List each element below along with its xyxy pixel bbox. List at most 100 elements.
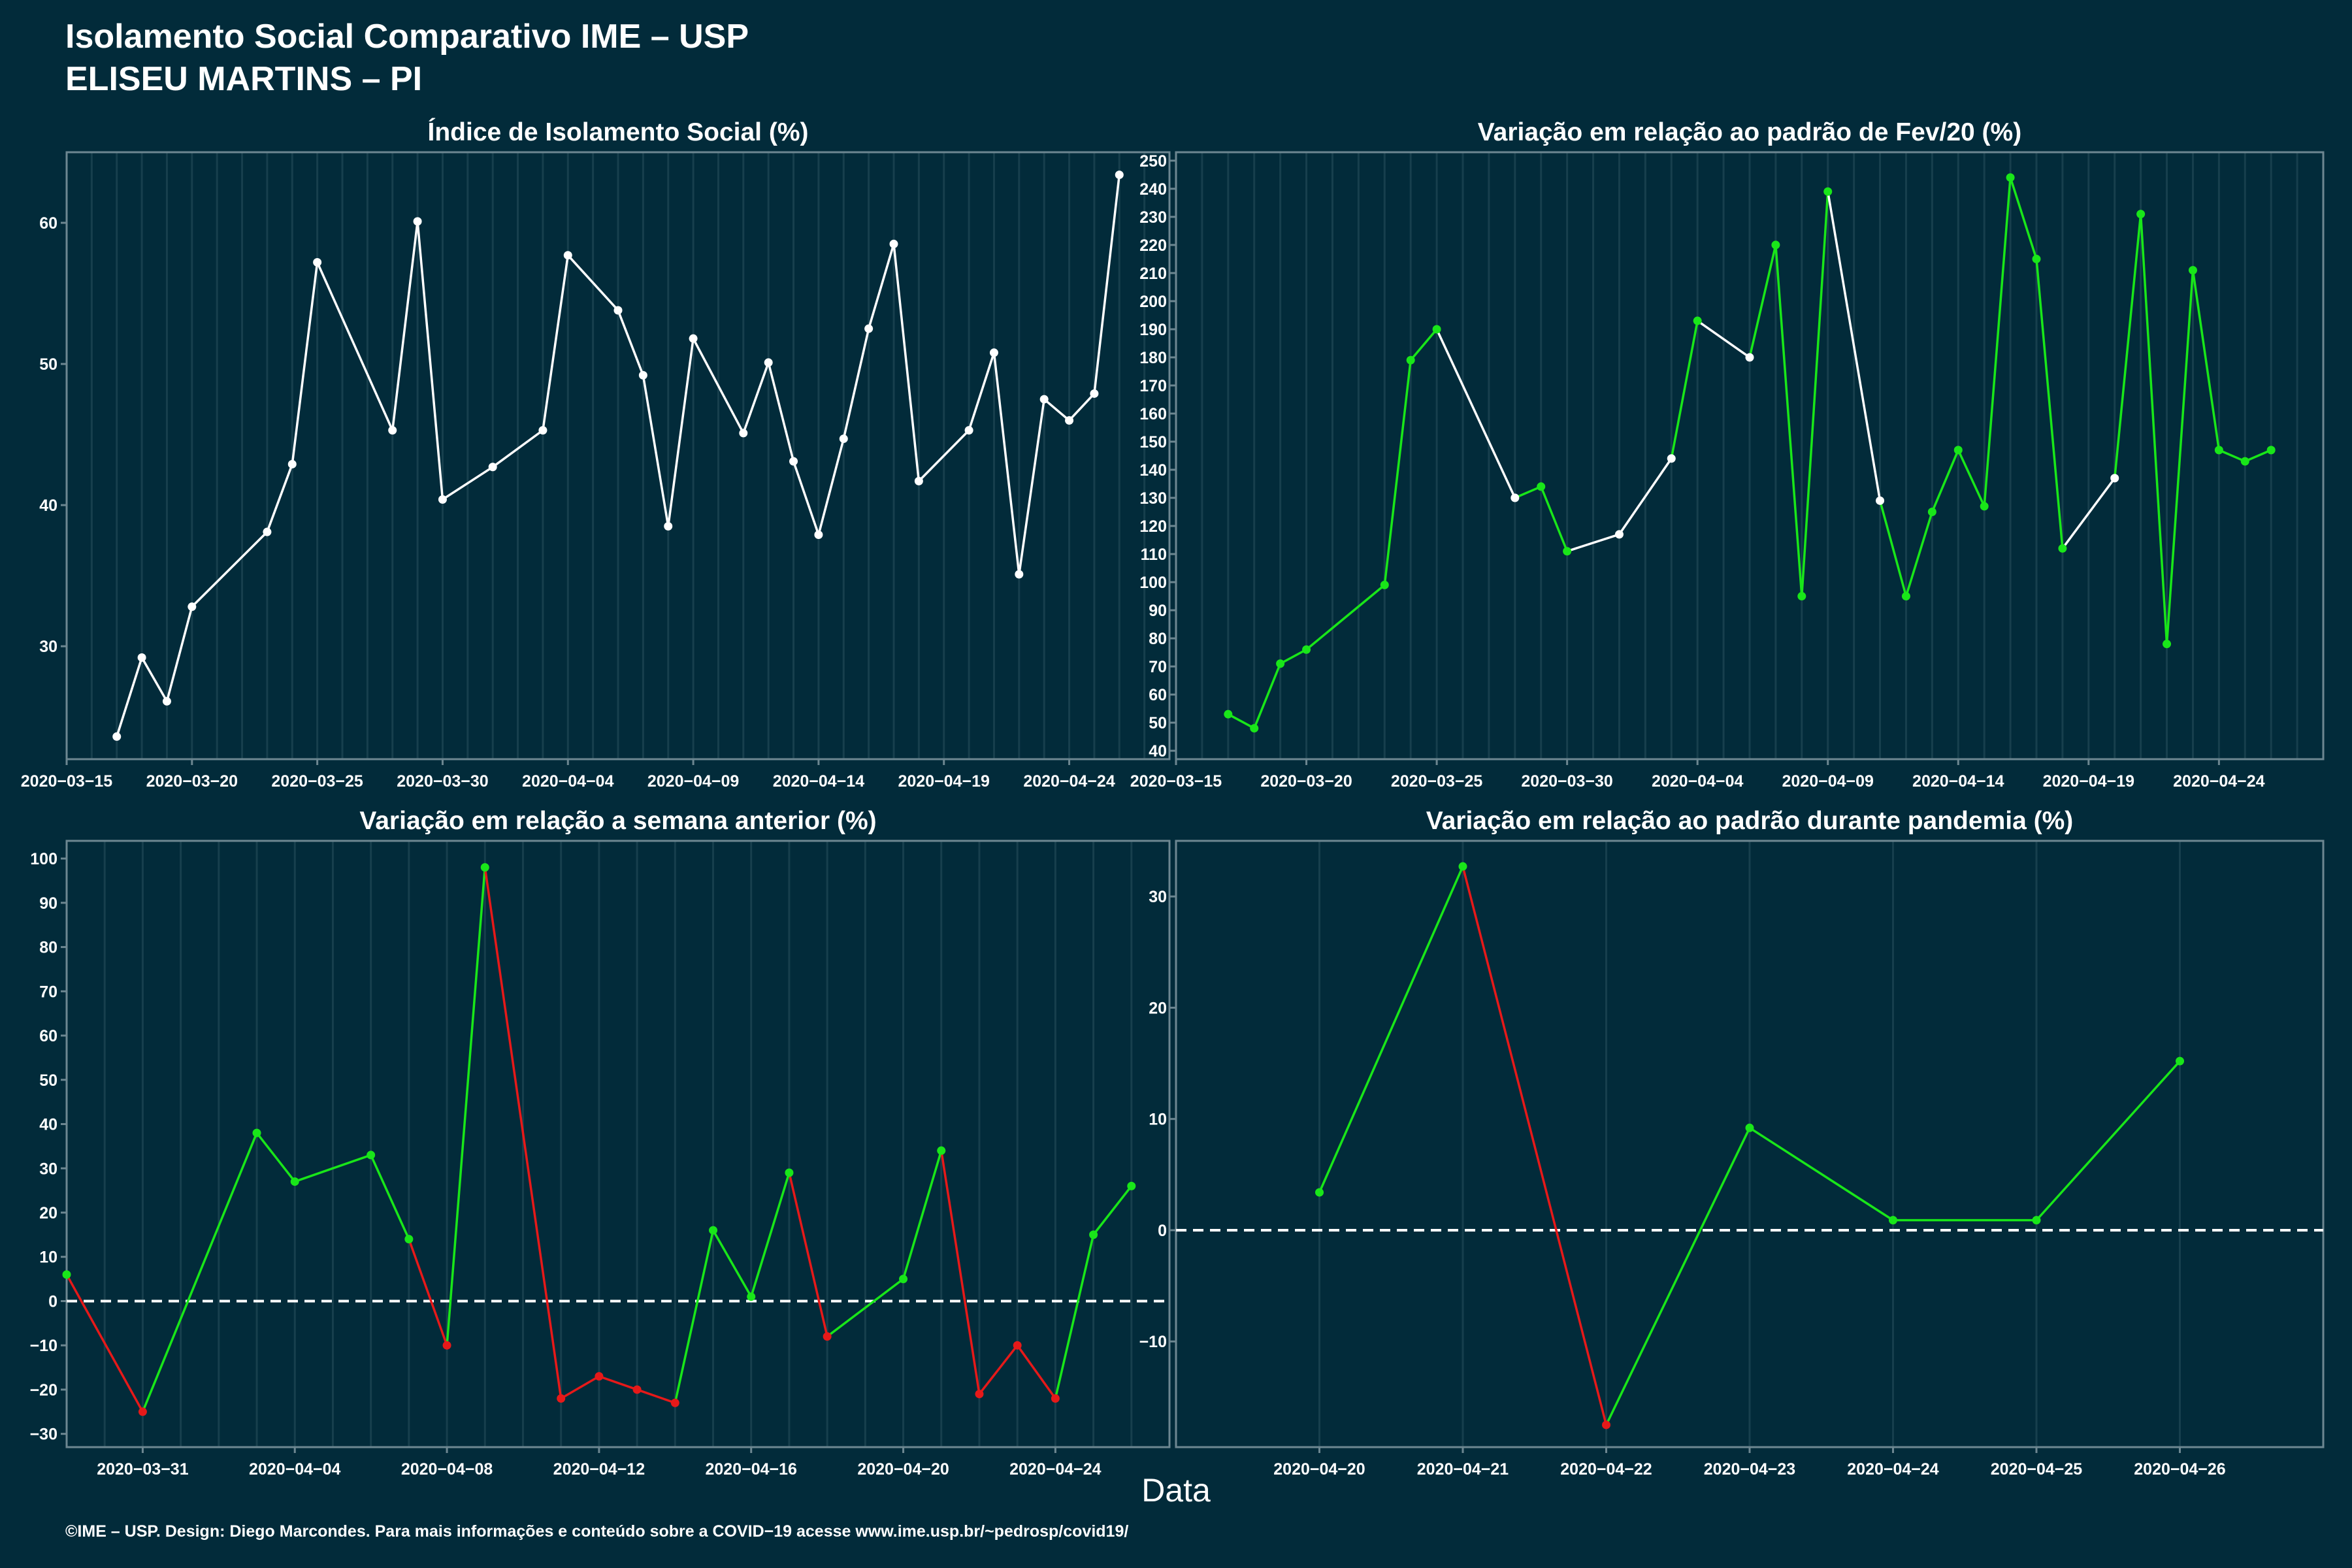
panel-4-title: Variação em relação ao padrão durante pa… <box>1426 807 2074 835</box>
panel-4-ytick-label: 20 <box>1149 999 1167 1017</box>
panel-1-segment <box>1093 174 1121 394</box>
panel-2-point <box>1771 240 1780 250</box>
panel-2-segment <box>1931 449 1959 513</box>
panel-2-point <box>1823 187 1833 196</box>
panel-2-ytick-label: 110 <box>1141 546 1167 564</box>
panel-3-ytick-label: 70 <box>39 983 57 1001</box>
panel-1-segment <box>792 461 820 536</box>
panel-2-ytick-label: 70 <box>1149 658 1167 676</box>
panel-3-point <box>290 1177 299 1186</box>
panel-2-ytick-label: 200 <box>1139 293 1167 311</box>
panel-3-segment <box>940 1150 981 1394</box>
panel-1-segment <box>140 657 168 702</box>
panel-2-ytick-label: 170 <box>1139 377 1167 395</box>
panel-2-xtick-label: 2020−03−30 <box>1521 772 1612 791</box>
chart-main-title: Isolamento Social Comparativo IME – USP <box>65 18 749 56</box>
panel-1-segment <box>191 531 269 608</box>
panel-3-point <box>1051 1394 1060 1403</box>
panel-2-segment <box>1983 177 2012 507</box>
panel-3-xtick-label: 2020−04−24 <box>1009 1460 1102 1478</box>
panel-2-point <box>2058 544 2067 553</box>
panel-3-ytick-label: 100 <box>30 850 57 868</box>
panel-3-ytick-label: 20 <box>39 1204 57 1222</box>
panel-3-ytick-label: 60 <box>39 1027 57 1045</box>
panel-2-segment <box>2139 214 2168 644</box>
panel-2-point <box>1953 446 1963 455</box>
panel-3-point <box>937 1146 946 1155</box>
panel-1-segment <box>416 221 444 500</box>
panel-3-point <box>632 1385 642 1394</box>
panel-1-segment <box>968 352 996 431</box>
panel-3-segment <box>902 1150 943 1280</box>
panel-3-point <box>747 1292 756 1301</box>
panel-1-xtick-label: 2020−04−19 <box>898 772 990 791</box>
panel-2-frame <box>1175 151 2325 760</box>
panel-2-point <box>1667 454 1676 463</box>
footer-credits: ©IME – USP. Design: Diego Marcondes. Par… <box>65 1522 1129 1541</box>
panel-3-point <box>785 1168 794 1177</box>
panel-1-xtick-label: 2020−04−24 <box>1023 772 1115 791</box>
panel-2-segment <box>2009 177 2038 259</box>
panel-3-xtick-label: 2020−04−16 <box>706 1460 797 1478</box>
panel-2-ytick-label: 120 <box>1139 517 1167 536</box>
panel-1-segment <box>566 254 619 312</box>
panel-1-xtick-label: 2020−04−14 <box>773 772 865 791</box>
panel-1-segment <box>617 310 644 376</box>
panel-1-point <box>112 732 122 741</box>
panel-3-ytick-label: 90 <box>39 894 57 913</box>
panel-3-point <box>595 1372 604 1381</box>
panel-2-segment <box>1904 512 1934 597</box>
panel-1-point <box>388 426 397 435</box>
panel-1-point <box>764 358 773 367</box>
panel-1-segment <box>642 375 670 527</box>
panel-2-xtick-label: 2020−04−19 <box>2043 772 2134 791</box>
panel-2-segment <box>2165 270 2195 644</box>
panel-1-point <box>313 258 322 267</box>
panel-1-xtick-label: 2020−03−30 <box>397 772 488 791</box>
x-axis-label: Data <box>1141 1472 1211 1509</box>
panel-1-point <box>563 251 572 260</box>
panel-1-point <box>664 522 673 531</box>
panel-1-xtick-label: 2020−04−04 <box>522 772 614 791</box>
panel-1-point <box>1115 171 1124 180</box>
panel-4-segment <box>1318 866 1464 1193</box>
panel-2-point <box>1406 355 1415 365</box>
panel-2-point <box>1614 530 1624 539</box>
panel-2-ytick-label: 60 <box>1149 686 1167 704</box>
panel-3-title: Variação em relação a semana anterior (%… <box>359 807 876 835</box>
panel-2-xtick-label: 2020−04−09 <box>1782 772 1874 791</box>
panel-3-xtick-label: 2020−04−12 <box>553 1460 645 1478</box>
panel-4-segment <box>1749 1126 1894 1222</box>
panel-3-segment <box>1054 1234 1095 1399</box>
panel-1-ytick-label: 60 <box>39 214 57 233</box>
panel-2-segment <box>2113 214 2142 479</box>
panel-3-ytick-label: 40 <box>39 1116 57 1134</box>
panel-2-segment <box>1253 663 1282 729</box>
panel-2-segment <box>2244 449 2272 463</box>
panel-2-segment <box>1227 713 1255 730</box>
panel-2-point <box>2006 173 2015 182</box>
panel-2-xtick-label: 2020−03−15 <box>1130 772 1222 791</box>
panel-1-point <box>1015 570 1024 579</box>
panel-3-point <box>1127 1181 1136 1190</box>
panel-1-point <box>188 602 197 612</box>
panel-4-xtick-label: 2020−04−26 <box>2134 1460 2225 1478</box>
panel-3-segment <box>674 1230 715 1403</box>
panel-2-ytick-label: 90 <box>1149 602 1167 620</box>
panel-3-segment <box>560 1375 600 1400</box>
panel-3-xtick-label: 2020−04−04 <box>249 1460 341 1478</box>
panel-4-ytick-label: 10 <box>1149 1111 1167 1129</box>
panel-3-point <box>367 1151 376 1160</box>
panel-2-segment <box>1801 191 1829 596</box>
panel-2-point <box>1302 645 1311 654</box>
panel-1-segment <box>842 328 870 439</box>
panel-2-segment <box>1514 485 1542 499</box>
panel-1-point <box>739 429 748 438</box>
panel-1-segment <box>918 429 970 482</box>
panel-2-point <box>1927 508 1936 517</box>
panel-2-ytick-label: 210 <box>1139 265 1167 283</box>
panel-1-xtick-label: 2020−03−20 <box>146 772 238 791</box>
panel-1-point <box>889 239 898 248</box>
panel-2-point <box>1563 547 1572 556</box>
